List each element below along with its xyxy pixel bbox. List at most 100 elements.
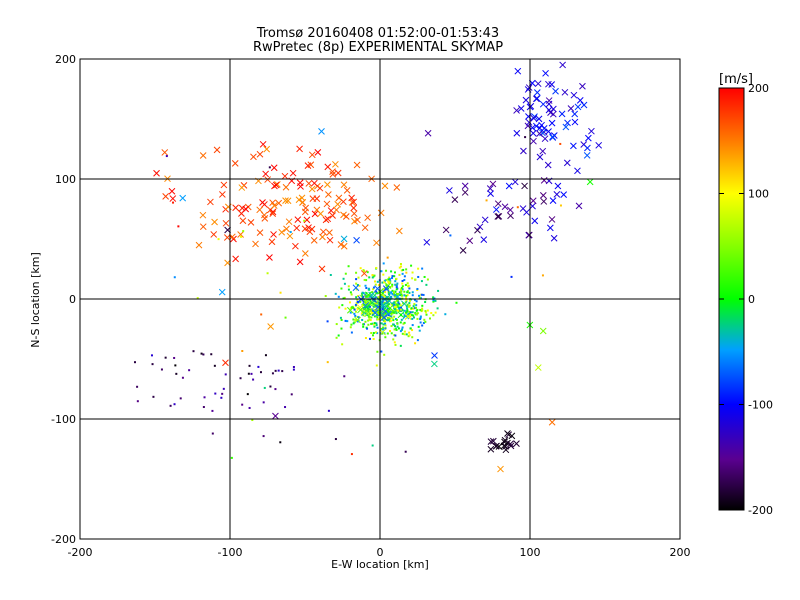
data-point-cross [514,67,522,75]
data-point-dot [351,305,354,308]
data-point-cross [487,445,495,453]
data-point-dot [365,279,368,282]
data-point-dot [422,293,425,296]
data-point-dot [173,276,176,279]
data-point-cross [319,228,327,236]
data-point-dot [400,290,403,293]
data-point-dot [399,292,402,295]
data-point-cross [269,208,277,216]
data-point-dot [409,315,412,318]
data-point-cross [536,153,544,161]
data-point-dot [408,302,411,305]
data-point-dot [364,284,367,287]
data-point-cross [222,219,230,227]
data-point-cross [231,159,239,167]
data-point-dot [354,303,357,306]
data-point-dot [382,288,385,291]
data-point-dot [355,278,358,281]
y-axis-ticks: -200 -100 0 100 200 [51,53,680,546]
data-point-cross [583,152,591,159]
data-point-dot [418,329,421,332]
data-point-dot [394,343,397,346]
data-point-dot [384,336,387,339]
data-point-dot [416,312,419,315]
data-point-dot [399,344,402,347]
data-point-cross [548,418,556,426]
data-point-cross [580,101,588,109]
data-point-cross [199,211,207,219]
data-point-dot [358,284,361,287]
data-point-dot [353,308,356,311]
data-point-dot [393,308,396,311]
data-point-cross [266,254,273,261]
data-point-cross [571,118,579,126]
data-point-cross [532,122,540,130]
data-point-dot [387,319,390,322]
data-point-cross [213,146,221,154]
data-point-dot [372,305,375,308]
data-point-cross [525,119,533,126]
data-point-dot [485,199,488,202]
data-point-dot [347,288,350,291]
data-point-dot [367,323,370,326]
data-point-cross [303,216,311,224]
data-point-dot [414,278,417,281]
data-point-dot [357,316,360,319]
data-point-dot [169,404,172,407]
data-point-dot [376,350,379,353]
data-point-cross [353,161,361,169]
data-point-cross [466,237,474,245]
data-point-dot [181,376,184,379]
data-point-cross [377,309,385,317]
data-point-dot [372,288,375,291]
data-point-dot [355,302,358,305]
data-point-dot [188,369,191,372]
data-point-dot [375,290,378,293]
y-tick-label: 200 [55,53,76,66]
data-point-cross [554,182,562,190]
data-point-dot [382,320,385,323]
data-point-dot [401,279,404,282]
data-point-cross [327,207,335,214]
data-point-dot [401,294,404,297]
data-point-dot [403,275,406,278]
data-point-cross [374,285,381,292]
data-point-dot [164,356,167,359]
data-point-dot [173,356,176,359]
data-point-cross [487,190,494,197]
data-point-cross [295,196,303,204]
data-point-dot [396,282,399,285]
data-point-cross [354,316,361,324]
data-point-cross [480,236,488,243]
data-point-cross [335,194,343,202]
data-point-cross [545,80,552,88]
data-point-dot [366,314,369,317]
data-point-dot [405,268,408,271]
data-point-dot [390,270,393,273]
data-point-cross [525,113,532,120]
data-point-dot [274,369,277,372]
data-point-cross [232,255,239,263]
chart-title: Tromsø 20160408 01:52:00-01:53:43 [256,26,499,41]
data-point-dot [432,300,435,303]
data-point-dot [399,306,402,309]
data-point-cross [529,202,536,210]
data-point-dot [192,350,195,353]
data-point-cross [446,187,453,194]
data-point-dot [373,322,376,325]
data-point-dot [396,322,399,325]
data-point-cross [521,182,528,190]
data-point-dot [268,166,271,169]
data-point-dot [385,278,388,281]
data-point-dot [360,312,363,315]
data-point-cross [309,195,317,203]
data-point-cross [305,180,313,187]
x-axis-ticks: -200 -100 0 100 200 [68,59,691,559]
data-point-cross [570,91,578,99]
data-point-dot [420,280,423,283]
data-point-cross [340,181,348,189]
data-point-dot [408,312,411,315]
data-point-dot [391,292,394,295]
data-point-dot [541,274,544,277]
data-point-dot [420,310,423,313]
